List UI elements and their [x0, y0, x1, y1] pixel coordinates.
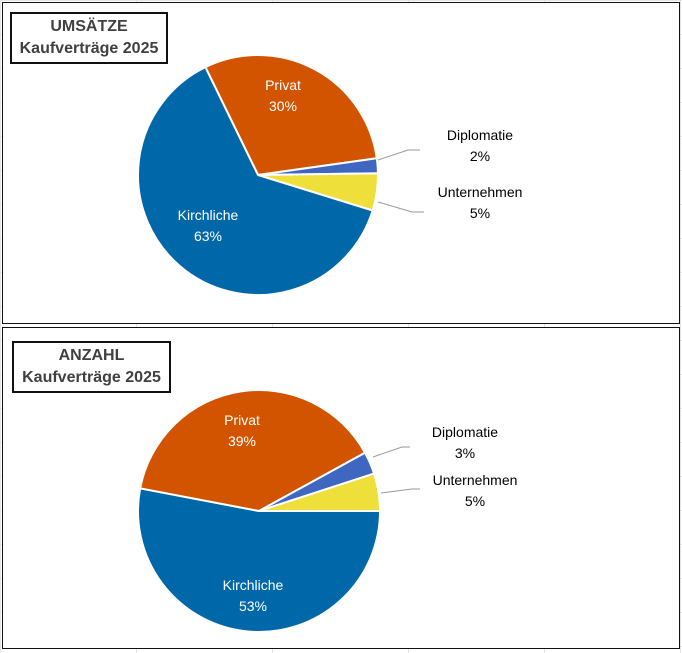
data-label-name: Kirchliche: [178, 207, 239, 223]
title-line2: Kaufverträge 2025: [22, 369, 161, 386]
chart-title-umsaetze: UMSÄTZE Kaufverträge 2025: [10, 12, 168, 64]
chart-title-anzahl: ANZAHL Kaufverträge 2025: [12, 341, 171, 393]
data-label-percent: 39%: [228, 433, 256, 449]
slice-kirchliche: [137, 65, 374, 296]
title-line2: Kaufverträge 2025: [19, 40, 159, 57]
data-label-percent: 2%: [470, 148, 490, 164]
data-label-name: Privat: [224, 412, 260, 428]
data-label-name: Privat: [265, 77, 301, 93]
pie-0: Privat 30% Diplomatie 2% Unternehmen 5% Kirchl…: [137, 54, 523, 296]
data-label-percent: 63%: [194, 228, 222, 244]
data-label-percent: 5%: [470, 205, 490, 221]
leader-line-diplomatie: [372, 446, 410, 458]
data-label-percent: 5%: [465, 493, 485, 509]
title-line1: ANZAHL: [58, 347, 125, 364]
slice-privat: [204, 54, 378, 177]
leader-line-unternehmen: [377, 201, 424, 213]
title-line1: UMSÄTZE: [50, 18, 128, 35]
data-label-percent: 53%: [239, 598, 267, 614]
data-label-name: Unternehmen: [433, 472, 518, 488]
slice-privat: [138, 389, 367, 513]
data-label-name: Diplomatie: [447, 127, 513, 143]
leader-line-diplomatie: [377, 149, 420, 161]
data-label-percent: 3%: [455, 445, 475, 461]
data-label-name: Kirchliche: [223, 577, 284, 593]
data-label-name: Unternehmen: [438, 184, 523, 200]
leader-line-unternehmen: [380, 488, 420, 494]
slice-kirchliche: [137, 487, 382, 633]
pie-1: Kirchliche 53% Privat 39% Diplomatie 3% Untern…: [137, 389, 518, 633]
slice-unternehmen: [258, 472, 382, 512]
data-label-name: Diplomatie: [432, 424, 498, 440]
data-label-percent: 30%: [269, 98, 297, 114]
